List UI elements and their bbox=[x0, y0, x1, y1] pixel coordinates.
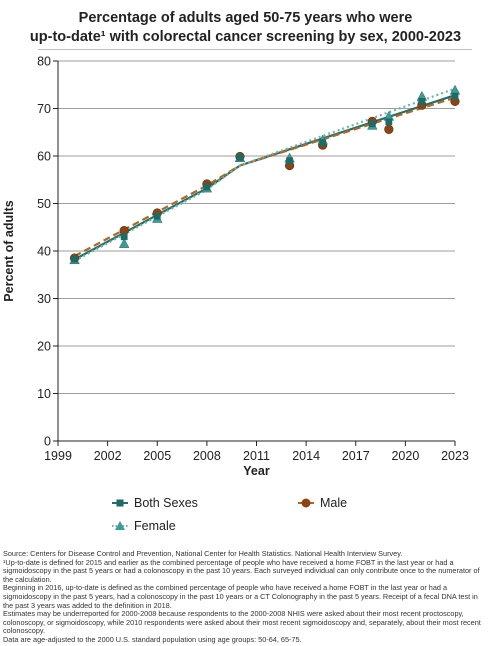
point-both-sexes-2010 bbox=[236, 154, 244, 161]
trend-line-both-sexes bbox=[73, 94, 456, 261]
x-tick-label-2023: 2023 bbox=[441, 449, 469, 463]
trend-line-male bbox=[73, 96, 456, 258]
y-tick-label-0: 0 bbox=[44, 435, 51, 449]
point-both-sexes-2000 bbox=[71, 255, 78, 263]
x-tick-label-2017: 2017 bbox=[342, 449, 370, 463]
footnote-definition-2016: Beginning in 2016, up-to-date is defined… bbox=[3, 583, 478, 610]
point-both-sexes-2013 bbox=[286, 157, 293, 165]
y-tick-label-10: 10 bbox=[37, 387, 51, 401]
gridlines bbox=[58, 60, 455, 394]
point-both-sexes-2015 bbox=[319, 139, 327, 147]
y-axis-title: Percent of adults bbox=[2, 200, 16, 301]
x-tick-label-2002: 2002 bbox=[94, 449, 122, 463]
footnotes: Source: Centers for Disease Control and … bbox=[3, 549, 489, 645]
x-tick-label-1999: 1999 bbox=[44, 449, 72, 463]
y-tick-label-40: 40 bbox=[37, 245, 51, 259]
point-both-sexes-2021 bbox=[418, 97, 426, 105]
x-tick-label-2005: 2005 bbox=[143, 449, 171, 463]
x-tick-label-2020: 2020 bbox=[391, 449, 419, 463]
trend-lines bbox=[73, 87, 456, 262]
x-axis-title: Year bbox=[243, 464, 270, 478]
x-tick-label-2011: 2011 bbox=[243, 449, 270, 463]
footnote-source: Source: Centers for Disease Control and … bbox=[3, 549, 403, 558]
chart-title-line-1: Percentage of adults aged 50-75 years wh… bbox=[78, 10, 413, 26]
footnote-estimates: Estimates may be underreported for 2000-… bbox=[3, 609, 481, 636]
trend-line-female bbox=[73, 87, 456, 262]
chart-title: Percentage of adults aged 50-75 years wh… bbox=[0, 9, 491, 47]
title-divider bbox=[38, 49, 472, 50]
point-male-2019 bbox=[384, 124, 394, 134]
line-chart: 0 10 20 30 40 50 60 70 80 1999 2002 2005 2008 2011 201… bbox=[2, 55, 469, 479]
footnote-definition: ¹Up-to-date is defined for 2015 and earl… bbox=[3, 557, 480, 584]
point-female-2003 bbox=[118, 238, 130, 248]
y-tick-label-70: 70 bbox=[37, 102, 51, 116]
chart-title-line-2: up-to-date¹ with colorectal cancer scree… bbox=[29, 29, 462, 45]
point-both-sexes-2008 bbox=[203, 183, 211, 191]
y-tick-label-20: 20 bbox=[37, 340, 51, 354]
axes bbox=[53, 60, 456, 446]
point-both-sexes-2018 bbox=[368, 120, 376, 128]
point-both-sexes-2019 bbox=[385, 118, 393, 126]
axis-labels: 0 10 20 30 40 50 60 70 80 1999 2002 2005 2008 2011 201… bbox=[2, 55, 469, 479]
y-tick-label-30: 30 bbox=[37, 292, 51, 306]
y-tick-label-50: 50 bbox=[37, 197, 51, 211]
data-markers bbox=[69, 84, 461, 265]
y-tick-label-60: 60 bbox=[37, 150, 51, 164]
point-both-sexes-2023 bbox=[451, 92, 459, 100]
x-tick-label-2014: 2014 bbox=[292, 449, 320, 463]
point-both-sexes-2005 bbox=[153, 212, 161, 220]
point-both-sexes-2003 bbox=[120, 233, 128, 241]
y-tick-label-80: 80 bbox=[37, 55, 51, 69]
x-tick-label-2008: 2008 bbox=[193, 449, 221, 463]
footnote-age-adjustment: Data are age-adjusted to the 2000 U.S. s… bbox=[3, 634, 302, 644]
